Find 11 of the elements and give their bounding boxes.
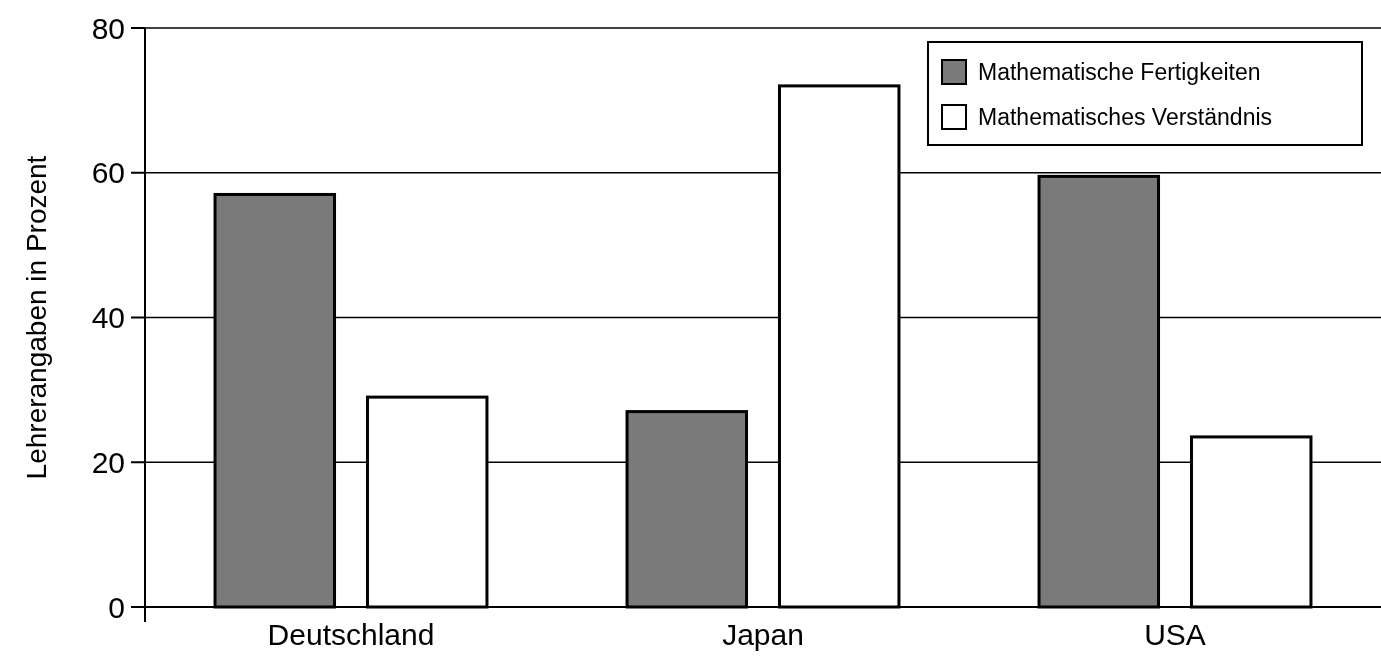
x-tick-label: USA (1144, 618, 1206, 651)
x-tick-label: Japan (722, 618, 804, 651)
y-tick-label: 60 (91, 156, 125, 190)
y-tick-label: 0 (108, 590, 125, 624)
y-axis-title: Lehrerangaben in Prozent (21, 155, 52, 480)
y-tick-label: 20 (91, 445, 125, 479)
legend-label: Mathematisches Verständnis (978, 104, 1273, 131)
legend-label: Mathematische Fertigkeiten (978, 59, 1261, 86)
y-tick-label: 80 (91, 11, 125, 45)
y-tick-label: 40 (91, 301, 125, 334)
x-tick-label: Deutschland (267, 618, 435, 651)
